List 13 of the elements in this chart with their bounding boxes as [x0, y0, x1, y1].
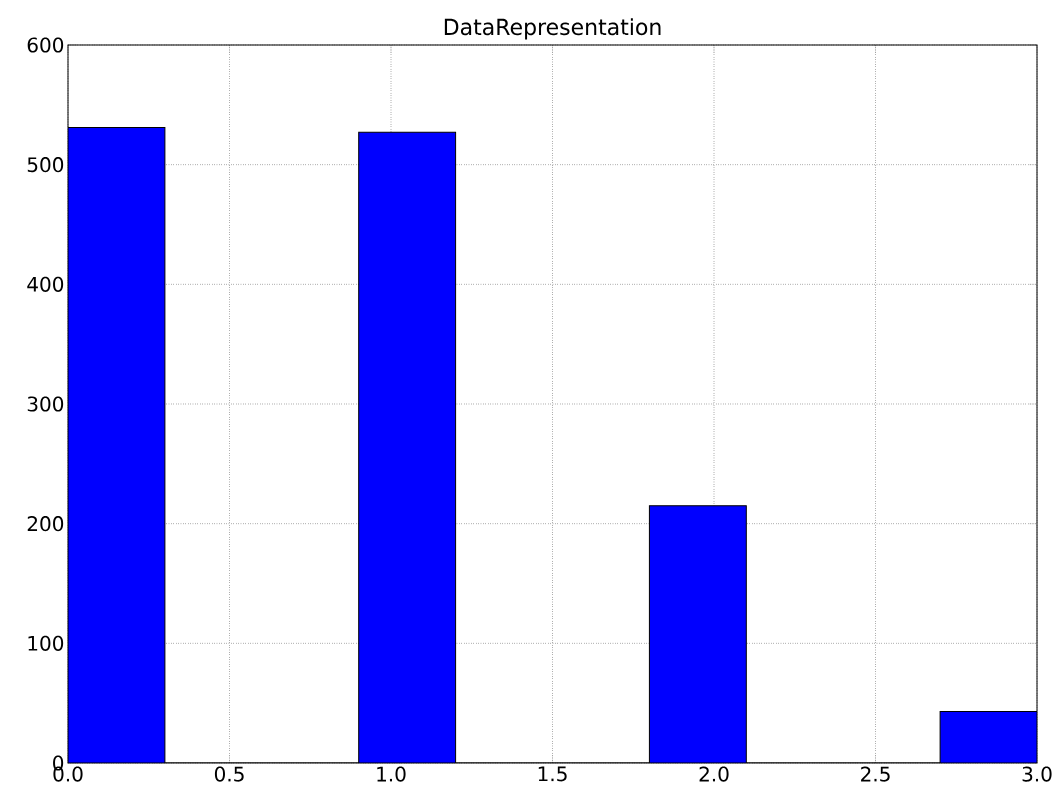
y-tick-label: 300 [27, 396, 64, 412]
y-tick-label: 600 [27, 37, 64, 53]
y-tick-label: 400 [27, 276, 64, 292]
y-tick-label: 100 [28, 635, 64, 651]
x-tick-label: 3.0 [1022, 766, 1052, 782]
y-tick-label: 500 [27, 157, 64, 173]
x-tick-label: 0.5 [214, 766, 244, 782]
y-tick-label: 200 [27, 516, 64, 532]
x-tick-label: 2.5 [861, 766, 890, 782]
x-tick-label: 2.0 [699, 766, 729, 782]
x-tick-label: 1.5 [538, 766, 567, 782]
x-tick-label: 1.0 [377, 766, 406, 782]
chart-title: DataRepresentation [444, 18, 661, 40]
